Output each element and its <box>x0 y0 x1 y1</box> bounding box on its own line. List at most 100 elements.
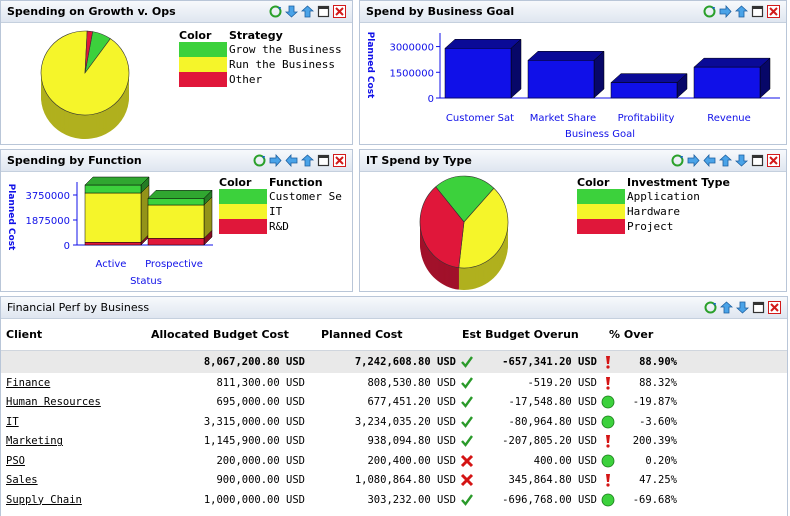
header-client[interactable]: Client <box>6 328 43 341</box>
exclamation-icon <box>601 355 615 369</box>
percent-over-cell: 88.32% <box>639 376 677 389</box>
refresh-icon[interactable] <box>269 5 282 18</box>
check-icon <box>458 493 476 507</box>
close-icon[interactable] <box>333 5 346 18</box>
panel-title: Financial Perf by Business <box>7 301 150 314</box>
up-icon[interactable] <box>301 5 314 18</box>
legend-item: Run the Business <box>179 57 342 72</box>
prev-icon[interactable] <box>703 154 716 167</box>
close-icon[interactable] <box>333 154 346 167</box>
y-axis-label: Planned Cost <box>365 32 375 99</box>
green-dot-icon <box>601 493 615 507</box>
percent-over-cell: 88.90% <box>639 356 677 368</box>
refresh-icon[interactable] <box>703 5 716 18</box>
refresh-icon[interactable] <box>671 154 684 167</box>
financial-table: Client Allocated Budget Cost Planned Cos… <box>1 319 787 510</box>
allocated-budget-cell: 1,000,000.00 USD <box>203 493 305 506</box>
close-icon[interactable] <box>767 5 780 18</box>
table-total-row: 8,067,200.80 USD 7,242,608.80 USD -657,341… <box>1 351 787 373</box>
close-icon[interactable] <box>768 301 781 314</box>
down-icon[interactable] <box>736 301 749 314</box>
close-icon[interactable] <box>767 154 780 167</box>
client-link[interactable]: PSO <box>6 454 25 467</box>
y-tick-label: 0 <box>428 94 434 105</box>
legend-label: Customer Se <box>269 190 342 203</box>
up-icon[interactable] <box>735 5 748 18</box>
legend-header: Color Investment Type <box>577 175 730 189</box>
legend-col-name: Function <box>269 175 323 189</box>
client-link[interactable]: Marketing <box>6 435 63 448</box>
table-row: IT 3,315,000.00 USD 3,234,035.20 USD -80,96… <box>1 412 787 432</box>
maximize-icon[interactable] <box>317 154 330 167</box>
client-link[interactable]: Finance <box>6 376 51 389</box>
legend-item: IT <box>219 204 342 219</box>
planned-cost-cell: 3,234,035.20 USD <box>354 415 456 428</box>
legend-header: Color Function <box>219 175 342 189</box>
panel-titlebar: Spending on Growth v. Ops <box>1 1 352 23</box>
header-est-budget-overrun[interactable]: Est Budget Overun <box>462 328 579 341</box>
panel-spending-growth-ops: Spending on Growth v. Ops Color Strategy G… <box>0 0 353 145</box>
planned-cost-cell: 303,232.00 USD <box>367 493 456 506</box>
y-tick-label: 0 <box>64 241 70 252</box>
table-row: Finance 811,300.00 USD 808,530.80 USD -519.… <box>1 373 787 393</box>
header-planned-cost[interactable]: Planned Cost <box>321 328 403 341</box>
exclamation-icon <box>601 376 615 390</box>
maximize-icon[interactable] <box>317 5 330 18</box>
legend-swatch <box>179 72 227 87</box>
client-link[interactable]: Sales <box>6 474 38 487</box>
prev-icon[interactable] <box>285 154 298 167</box>
x-tick-label: Active <box>96 259 127 270</box>
up-icon[interactable] <box>720 301 733 314</box>
panel-titlebar: IT Spend by Type <box>360 150 786 172</box>
refresh-icon[interactable] <box>253 154 266 167</box>
bar-segment <box>84 184 142 194</box>
down-icon[interactable] <box>735 154 748 167</box>
refresh-icon[interactable] <box>704 301 717 314</box>
x-tick-label: Revenue <box>707 113 751 124</box>
planned-cost-cell: 200,400.00 USD <box>367 454 456 467</box>
legend-function: Color Function Customer Se IT R&D <box>219 175 342 234</box>
x-tick-label: Market Share <box>530 113 596 124</box>
client-link[interactable]: Human Resources <box>6 396 101 409</box>
y-tick-label: 1500000 <box>389 68 434 79</box>
bar-segment <box>147 204 205 239</box>
maximize-icon[interactable] <box>751 5 764 18</box>
maximize-icon[interactable] <box>752 301 765 314</box>
bar-segment <box>147 238 205 246</box>
legend-col-color: Color <box>179 28 212 42</box>
client-link[interactable]: IT <box>6 415 19 428</box>
table-row: Human Resources 695,000.00 USD 677,451.20 … <box>1 393 787 413</box>
panel-title: Spending by Function <box>7 154 142 167</box>
panel-it-spend-type: IT Spend by Type Color Investment Type App… <box>359 149 787 292</box>
stacked-bar-chart-function: 0 1875000 3750000 Planned Cost Active Prospec… <box>6 176 213 287</box>
legend-col-name: Strategy <box>229 28 283 42</box>
panel-title: IT Spend by Type <box>366 154 472 167</box>
header-allocated-budget[interactable]: Allocated Budget Cost <box>151 328 289 341</box>
up-icon[interactable] <box>719 154 732 167</box>
next-icon[interactable] <box>719 5 732 18</box>
panel-titlebar: Spend by Business Goal <box>360 1 786 23</box>
y-axis-label: Planned Cost <box>6 184 16 251</box>
legend-header: Color Strategy <box>179 28 342 42</box>
legend-item: Other <box>179 72 342 87</box>
next-icon[interactable] <box>687 154 700 167</box>
pie-slice <box>458 187 509 269</box>
percent-over-cell: 0.20% <box>645 454 677 467</box>
up-icon[interactable] <box>301 154 314 167</box>
next-icon[interactable] <box>269 154 282 167</box>
planned-cost-cell: 938,094.80 USD <box>367 435 456 448</box>
budget-overrun-cell: -80,964.80 USD <box>508 415 597 428</box>
header-percent-over[interactable]: % Over <box>609 328 654 341</box>
budget-overrun-cell: 345,864.80 USD <box>508 474 597 487</box>
panel-spending-function: Spending by Function 0 1875000 3750000 Plan… <box>0 149 353 292</box>
client-link[interactable]: Supply Chain <box>6 493 82 506</box>
panel-spend-business-goal: Spend by Business Goal 0 1500000 3000000 Pl… <box>359 0 787 145</box>
pie-slice <box>419 186 465 269</box>
legend-label: R&D <box>269 220 289 233</box>
green-dot-icon <box>601 415 615 429</box>
maximize-icon[interactable] <box>751 154 764 167</box>
bar-segment <box>84 192 142 243</box>
allocated-budget-cell: 695,000.00 USD <box>216 396 305 409</box>
legend-item: Project <box>577 219 730 234</box>
down-icon[interactable] <box>285 5 298 18</box>
